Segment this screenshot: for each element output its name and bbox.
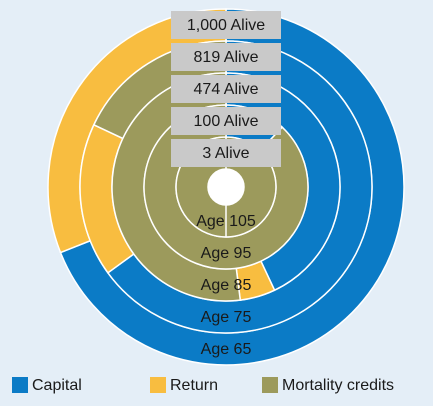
ring-label-box xyxy=(171,75,281,103)
legend-swatch xyxy=(150,377,166,393)
ring-category: Age 105 xyxy=(196,213,256,230)
ring-label-box xyxy=(171,11,281,39)
ring-label: 474 Alive xyxy=(194,81,259,98)
ring-label-box xyxy=(171,43,281,71)
legend-label: Return xyxy=(170,377,218,394)
ring-label-box xyxy=(171,107,281,135)
center-hole xyxy=(208,169,244,205)
legend-label: Mortality credits xyxy=(282,377,394,394)
ring-label: 1,000 Alive xyxy=(187,17,265,34)
ring-category: Age 85 xyxy=(201,277,252,294)
ring-category: Age 75 xyxy=(201,309,252,326)
ring-label: 819 Alive xyxy=(194,49,259,66)
ring-label: 100 Alive xyxy=(194,113,259,130)
legend-label: Capital xyxy=(32,377,82,394)
legend-swatch xyxy=(12,377,28,393)
ring-label: 3 Alive xyxy=(202,145,249,162)
legend-swatch xyxy=(262,377,278,393)
ring-category: Age 95 xyxy=(201,245,252,262)
ring-label-box xyxy=(171,139,281,167)
ring-category: Age 65 xyxy=(201,341,252,358)
